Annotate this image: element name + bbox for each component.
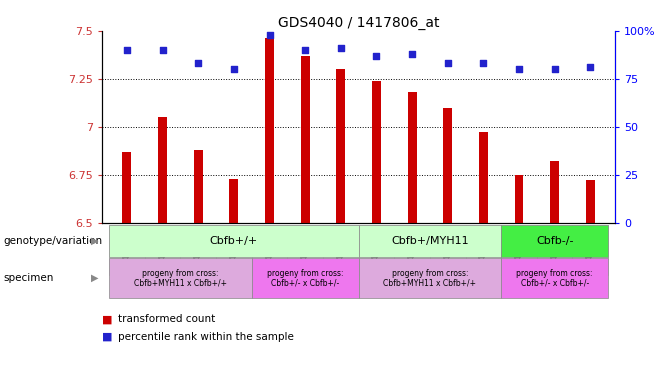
Text: progeny from cross:
Cbfb+MYH11 x Cbfb+/+: progeny from cross: Cbfb+MYH11 x Cbfb+/+ <box>134 268 227 288</box>
Bar <box>550 161 559 223</box>
Text: Cbfb+/MYH11: Cbfb+/MYH11 <box>391 236 468 246</box>
Title: GDS4040 / 1417806_at: GDS4040 / 1417806_at <box>278 16 440 30</box>
Bar <box>407 92 417 223</box>
Bar <box>193 150 203 223</box>
Point <box>371 53 382 59</box>
Point <box>157 47 168 53</box>
Text: ■: ■ <box>102 332 113 342</box>
Bar <box>586 180 595 223</box>
Text: ▶: ▶ <box>91 236 98 246</box>
Point <box>122 47 132 53</box>
Point <box>514 66 524 72</box>
Bar <box>122 152 132 223</box>
Bar <box>336 69 345 223</box>
Point <box>585 64 595 70</box>
Text: progeny from cross:
Cbfb+/- x Cbfb+/-: progeny from cross: Cbfb+/- x Cbfb+/- <box>517 268 593 288</box>
Text: Cbfb-/-: Cbfb-/- <box>536 236 573 246</box>
Text: ▶: ▶ <box>91 273 98 283</box>
Point <box>478 60 489 66</box>
Text: progeny from cross:
Cbfb+/- x Cbfb+/-: progeny from cross: Cbfb+/- x Cbfb+/- <box>267 268 343 288</box>
Text: Cbfb+/+: Cbfb+/+ <box>210 236 258 246</box>
Point <box>442 60 453 66</box>
Text: genotype/variation: genotype/variation <box>3 236 103 246</box>
Bar <box>372 81 381 223</box>
Point <box>265 31 275 38</box>
Bar <box>443 108 452 223</box>
Point <box>300 47 311 53</box>
Point <box>549 66 560 72</box>
Text: transformed count: transformed count <box>118 314 216 324</box>
Point <box>193 60 203 66</box>
Bar <box>479 132 488 223</box>
Text: percentile rank within the sample: percentile rank within the sample <box>118 332 294 342</box>
Bar <box>265 38 274 223</box>
Bar <box>515 175 524 223</box>
Text: progeny from cross:
Cbfb+MYH11 x Cbfb+/+: progeny from cross: Cbfb+MYH11 x Cbfb+/+ <box>384 268 476 288</box>
Bar <box>301 56 310 223</box>
Point <box>228 66 239 72</box>
Bar <box>230 179 238 223</box>
Point <box>336 45 346 51</box>
Text: ■: ■ <box>102 314 113 324</box>
Point <box>407 51 417 57</box>
Text: specimen: specimen <box>3 273 54 283</box>
Bar <box>158 117 167 223</box>
